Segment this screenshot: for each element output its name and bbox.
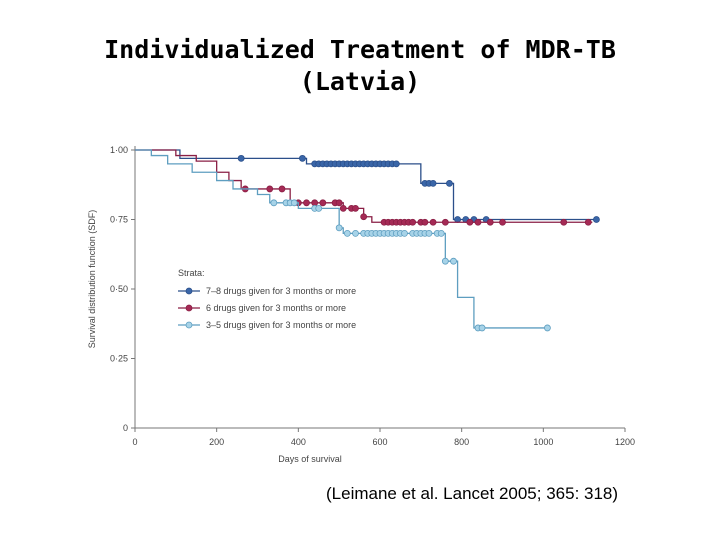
censor-marker: [454, 216, 461, 223]
x-tick-label: 0: [132, 437, 137, 447]
y-tick-label: 1·00: [110, 145, 128, 155]
x-tick-label: 200: [209, 437, 224, 447]
legend-item-2: 6 drugs given for 3 months or more: [178, 303, 346, 313]
series-3: [135, 149, 551, 332]
slide-title: Individualized Treatment of MDR-TB (Latv…: [0, 34, 720, 98]
censor-marker: [319, 199, 327, 207]
censor-marker: [278, 185, 286, 193]
censor-marker: [429, 179, 437, 187]
x-tick-label: 800: [454, 437, 469, 447]
y-tick-label: 0·75: [110, 215, 128, 225]
censor-marker: [266, 185, 274, 193]
censor-marker: [409, 218, 417, 226]
legend-label: 3–5 drugs given for 3 months or more: [206, 320, 356, 330]
series-1: [135, 149, 600, 223]
censor-marker: [441, 218, 449, 226]
censor-marker: [392, 160, 400, 168]
legend-title: Strata:: [178, 268, 205, 278]
censor-marker: [437, 229, 445, 237]
x-tick-label: 600: [372, 437, 387, 447]
chart-legend: Strata:7–8 drugs given for 3 months or m…: [178, 268, 356, 330]
censor-marker: [429, 218, 437, 226]
censor-marker: [237, 154, 245, 162]
y-tick-label: 0: [123, 423, 128, 433]
censor-marker: [352, 204, 359, 212]
censor-marker: [299, 154, 306, 162]
censor-marker: [343, 229, 351, 237]
censor-marker: [315, 204, 323, 212]
censor-marker: [560, 218, 568, 226]
censor-marker: [425, 229, 433, 237]
y-tick-label: 0·50: [110, 284, 128, 294]
slide-title-line-1: Individualized Treatment of MDR-TB: [104, 35, 616, 64]
legend-label: 7–8 drugs given for 3 months or more: [206, 286, 356, 296]
censor-marker: [450, 257, 457, 265]
chart-series: [135, 149, 600, 332]
y-axis-label: Survival distribution function (SDF): [87, 210, 97, 349]
censor-marker: [584, 218, 592, 226]
censor-marker: [335, 199, 343, 207]
legend-label: 6 drugs given for 3 months or more: [206, 303, 346, 313]
censor-marker: [441, 257, 449, 265]
censor-marker: [474, 218, 482, 226]
censor-marker: [446, 179, 453, 187]
censor-marker: [401, 229, 408, 237]
series-2: [135, 149, 593, 226]
legend-marker: [185, 304, 193, 312]
censor-marker: [311, 199, 319, 207]
censor-marker: [270, 199, 278, 207]
censor-marker: [352, 229, 359, 237]
censor-marker: [290, 199, 298, 207]
censor-marker: [360, 213, 368, 221]
x-tick-label: 1200: [615, 437, 635, 447]
legend-item-1: 7–8 drugs given for 3 months or more: [178, 286, 356, 296]
legend-marker: [185, 287, 193, 295]
citation: (Leimane et al. Lancet 2005; 365: 318): [326, 484, 619, 503]
censor-marker: [544, 324, 551, 332]
x-tick-label: 400: [291, 437, 306, 447]
censor-marker: [421, 218, 429, 226]
censor-marker: [335, 224, 343, 232]
censor-marker: [478, 324, 486, 332]
censor-marker: [466, 218, 474, 226]
censor-marker: [339, 204, 347, 212]
series-line: [135, 149, 548, 329]
censor-marker: [593, 216, 600, 223]
x-tick-label: 1000: [533, 437, 553, 447]
legend-marker: [185, 321, 193, 329]
slide-title-line-2: (Latvia): [299, 67, 421, 96]
censor-marker: [486, 218, 494, 226]
series-line: [135, 149, 597, 221]
censor-marker: [303, 199, 310, 207]
censor-marker: [499, 218, 506, 226]
legend-item-3: 3–5 drugs given for 3 months or more: [178, 320, 356, 330]
chart-axes: 0 200 400 600 800 1000 1200 0 0·25 0·50 0·75 1·00 Da…: [87, 145, 635, 464]
y-tick-label: 0·25: [110, 354, 128, 364]
x-axis-label: Days of survival: [278, 454, 342, 464]
